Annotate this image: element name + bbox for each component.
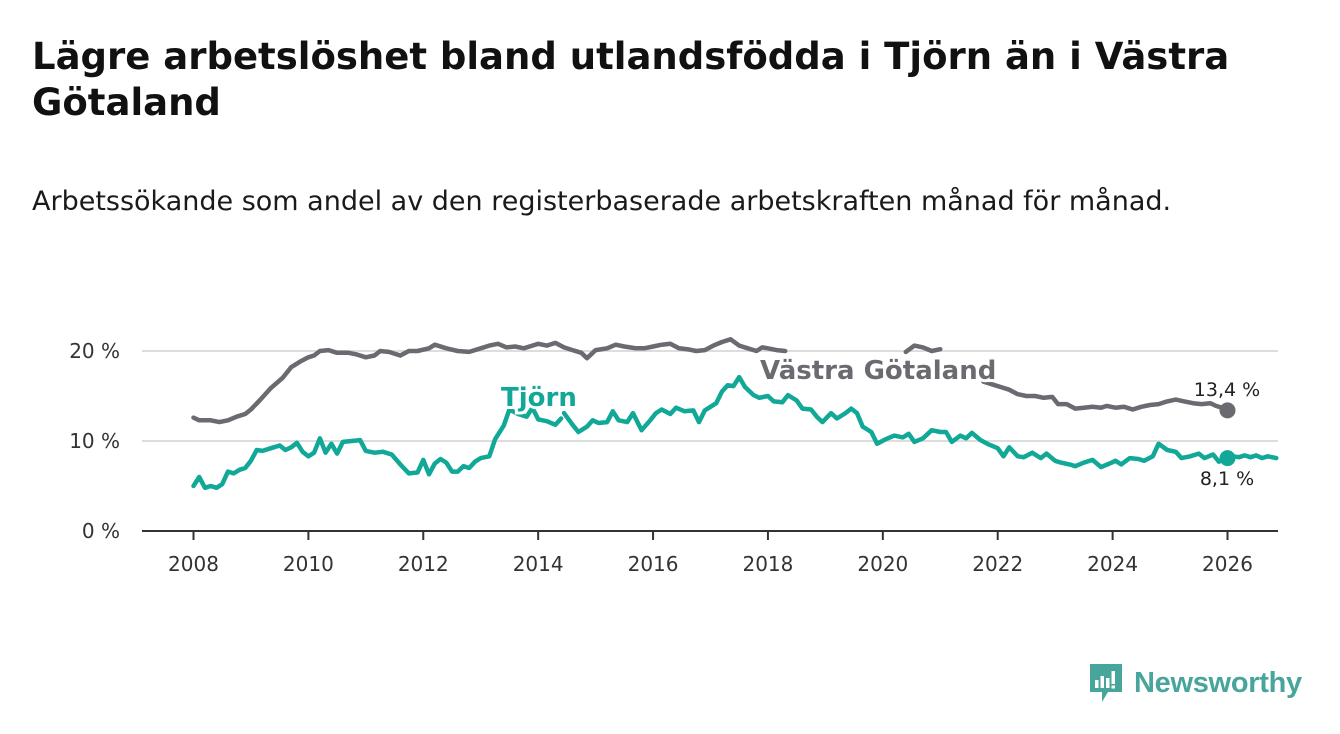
chart-subtitle: Arbetssökande som andel av den registerb… xyxy=(32,186,1172,217)
x-tick-label: 2016 xyxy=(628,552,679,576)
series-line-tjorn xyxy=(191,405,564,491)
end-label-tjorn: 8,1 % xyxy=(1200,468,1254,490)
x-tick-label: 2014 xyxy=(513,552,564,576)
x-tick-label: 2020 xyxy=(857,552,908,576)
y-axis-ticks: 0 % 10 % 20 % xyxy=(69,339,120,543)
x-tick-label: 2024 xyxy=(1087,552,1138,576)
series-line-vastra-gotaland xyxy=(903,343,943,355)
y-tick-label: 10 % xyxy=(69,429,120,453)
gridlines xyxy=(142,350,1278,442)
x-tick-label: 2018 xyxy=(742,552,793,576)
series-line-vastra-gotaland xyxy=(981,379,1230,413)
x-tick-label: 2008 xyxy=(168,552,219,576)
end-label-vastra-gotaland: 13,4 % xyxy=(1194,379,1260,401)
series-line-vastra-gotaland xyxy=(191,337,788,425)
x-tick-label: 2022 xyxy=(972,552,1023,576)
x-tick-label: 2012 xyxy=(398,552,449,576)
series-lines xyxy=(191,337,1279,491)
chart-title: Lägre arbetslöshet bland utlandsfödda i … xyxy=(32,35,1230,124)
x-tick-label: 2010 xyxy=(283,552,334,576)
x-axis: 2008 2010 2012 2014 2016 2018 2020 2022 2024 2026 xyxy=(142,530,1278,576)
newsworthy-brand: Newsworthy xyxy=(1088,660,1302,706)
series-line-tjorn xyxy=(561,374,1279,470)
y-tick-label: 20 % xyxy=(69,339,120,363)
series-label-tjorn: Tjörn xyxy=(501,383,577,413)
brand-name: Newsworthy xyxy=(1134,666,1302,699)
series-labels: Västra Götaland Tjörn 13,4 % 8,1 % xyxy=(498,353,1260,490)
y-tick-label: 0 % xyxy=(82,519,120,543)
newsworthy-logo-icon xyxy=(1090,664,1122,702)
end-marker-tjorn xyxy=(1219,450,1236,467)
x-tick-label: 2026 xyxy=(1202,552,1253,576)
end-marker-vastra-gotaland xyxy=(1219,402,1236,419)
series-label-vastra-gotaland: Västra Götaland xyxy=(760,356,996,386)
